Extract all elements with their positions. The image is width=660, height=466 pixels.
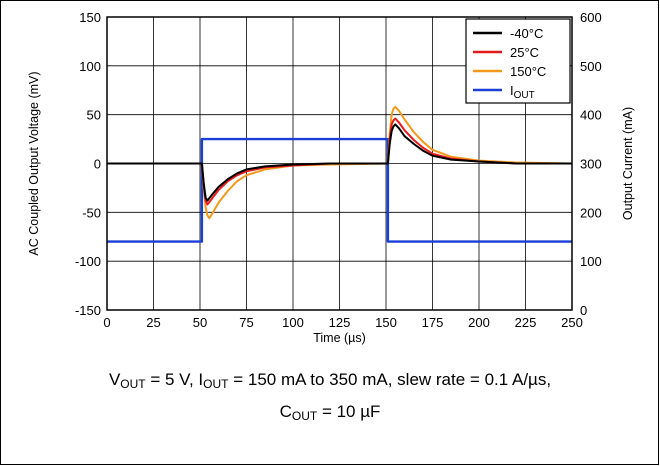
series-lines [107,105,573,243]
legend-label: 150°C [510,64,546,79]
y-right-tick-label: 300 [580,157,602,172]
caption-cout-symbol: C [279,402,292,421]
y-left-tick-label: 100 [79,59,101,74]
x-tick-label: 50 [193,315,207,330]
x-axis-ticks: 0 25 50 75 100 125 150 175 200 225 250 [103,315,582,330]
y-left-tick-label: -100 [75,254,101,269]
y-left-tick-label: -50 [82,205,101,220]
caption-line-1: VOUT = 5 V, IOUT = 150 mA to 350 mA, sle… [0,366,660,398]
y-right-axis-label: Output Current (mA) [621,107,635,220]
y-left-axis-ticks: -150 -100 -50 0 50 100 150 [75,10,101,318]
y-left-axis-label: AC Coupled Output Voltage (mV) [27,71,41,255]
x-tick-label: 200 [468,315,490,330]
caption-iout-symbol: I [198,370,204,389]
y-right-tick-label: 600 [580,10,602,25]
y-left-tick-label: 0 [94,157,101,172]
y-left-tick-label: 50 [87,108,101,123]
x-axis-label: Time (µs) [313,331,366,345]
y-right-tick-label: 500 [580,59,602,74]
x-tick-label: 25 [146,315,160,330]
x-tick-label: 175 [422,315,444,330]
x-tick-label: 100 [282,315,304,330]
legend-label: -40°C [510,26,543,41]
x-tick-label: 125 [329,315,351,330]
legend-label: 25°C [510,45,539,60]
x-tick-label: 75 [239,315,253,330]
plot-frame [106,16,573,311]
caption-iout-subscript: OUT [203,377,229,391]
y-right-tick-label: 100 [580,254,602,269]
caption-cout-subscript: OUT [291,409,318,423]
caption-vout-value: = 5 V, [145,370,199,389]
caption-vout-symbol: V [108,370,121,389]
y-right-tick-label: 400 [580,108,602,123]
caption-line-2: COUT = 10 µF [0,398,660,430]
y-left-tick-label: -150 [75,303,101,318]
line-chart: 0 25 50 75 100 125 150 175 200 225 250 -150 -100 -50… [27,10,635,345]
caption-cout-value: = 10 µF [317,402,381,421]
caption-vout-subscript: OUT [120,377,146,391]
y-right-tick-label: 200 [580,205,602,220]
x-tick-label: 225 [515,315,537,330]
x-tick-label: 150 [375,315,397,330]
series-line-3 [107,137,572,243]
x-tick-label: 0 [103,315,110,330]
x-tick-label: 250 [561,315,583,330]
y-left-tick-label: 150 [79,10,101,25]
figure-caption: VOUT = 5 V, IOUT = 150 mA to 350 mA, sle… [0,366,660,430]
y-right-tick-label: 0 [580,303,587,318]
caption-iout-range: = 150 mA to 350 mA, slew rate = 0.1 A/µs… [228,370,552,389]
series-line-0 [107,123,572,202]
y-right-axis-ticks: 0 100 200 300 400 500 600 [580,10,602,318]
